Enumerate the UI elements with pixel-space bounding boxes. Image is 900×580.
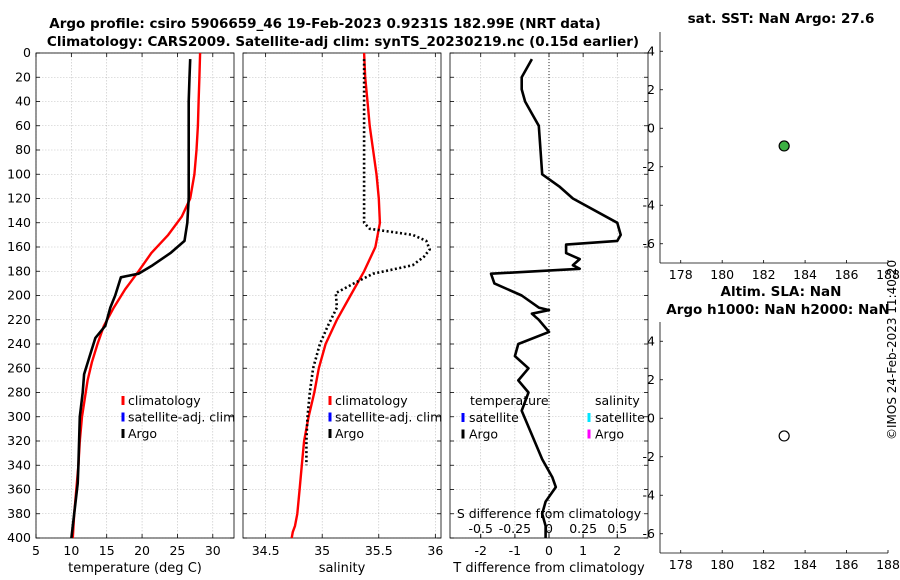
sla_inset-ytick-label: 2 xyxy=(647,372,655,387)
sst_inset-ytick-label: 2 xyxy=(647,82,655,97)
salinity-panel: 34.5 35 35.5 36 salinity climatology satellite… xyxy=(242,52,443,576)
temperature-legend-label: satellite-adj. clim xyxy=(128,410,235,425)
legend-salinity-label: satellite xyxy=(595,410,645,425)
sst_inset-xtick-label: 182 xyxy=(752,267,776,282)
sst_inset-xtick-label: 180 xyxy=(710,267,734,282)
difference-series-t-argo-climatology xyxy=(489,58,623,538)
depth-tick-label: 20 xyxy=(15,69,31,84)
sdiff-tick-label: 0.25 xyxy=(569,521,597,536)
sdiff-xlabel: S difference from climatology xyxy=(457,506,642,521)
sla_inset-xtick-label: 184 xyxy=(793,557,817,572)
depth-tick-label: 0 xyxy=(23,45,31,60)
sla_inset-ytick-label: 4 xyxy=(647,333,655,348)
salinity-legend-label: satellite-adj. clim xyxy=(335,410,442,425)
temperature-xtick-label: 25 xyxy=(169,543,185,558)
sla_inset-xtick-label: 182 xyxy=(752,557,776,572)
temperature-panel: 5 10 15 20 25 3002040608010012014016018020022… xyxy=(7,45,235,576)
sla_inset-xtick-label: 180 xyxy=(710,557,734,572)
depth-tick-label: 360 xyxy=(7,482,31,497)
figure-title-line2: Climatology: CARS2009. Satellite-adj cli… xyxy=(47,34,639,50)
temperature-xtick-label: 20 xyxy=(134,543,150,558)
temperature-xtick-label: 15 xyxy=(99,543,115,558)
salinity-legend-label: Argo xyxy=(335,426,364,441)
sst_inset-ytick-label: -4 xyxy=(643,197,656,212)
depth-tick-label: 220 xyxy=(7,312,31,327)
salinity-xtick-label: 36 xyxy=(427,543,443,558)
depth-tick-label: 120 xyxy=(7,191,31,206)
depth-tick-label: 240 xyxy=(7,336,31,351)
sla_inset-ytick-label: 0 xyxy=(647,410,655,425)
imos-watermark: ©IMOS 24-Feb-2023 11:40:20 xyxy=(885,260,899,440)
sla-inset-subtitle: Argo h1000: NaN h2000: NaN xyxy=(666,302,889,318)
sst_inset-xtick-label: 178 xyxy=(669,267,693,282)
depth-tick-label: 180 xyxy=(7,263,31,278)
sst-inset-title: sat. SST: NaN Argo: 27.6 xyxy=(688,11,875,27)
depth-tick-label: 200 xyxy=(7,288,31,303)
legend-salinity-label: Argo xyxy=(595,427,624,442)
depth-tick-label: 140 xyxy=(7,215,31,230)
sdiff-tick-label: -0.5 xyxy=(469,521,493,536)
figure-title-line1: Argo profile: csiro 5906659_46 19-Feb-20… xyxy=(49,16,600,32)
salinity-xtick-label: 34.5 xyxy=(252,543,280,558)
depth-tick-label: 400 xyxy=(7,530,31,545)
temperature-legend-label: climatology xyxy=(128,393,201,408)
temperature-xtick-label: 30 xyxy=(205,543,221,558)
legend-temperature-label: satellite xyxy=(469,410,519,425)
depth-tick-label: 40 xyxy=(15,94,31,109)
temperature-xtick-label: 10 xyxy=(63,543,79,558)
salinity-xtick-label: 35 xyxy=(314,543,330,558)
salinity-legend-label: climatology xyxy=(335,393,408,408)
salinity-series-climatology xyxy=(290,52,382,539)
temperature-series-argo xyxy=(70,59,192,539)
depth-tick-label: 60 xyxy=(15,118,31,133)
salinity-xtick-label: 35.5 xyxy=(365,543,393,558)
legend-temperature-heading: temperature xyxy=(470,393,549,408)
legend-temperature-label: Argo xyxy=(469,427,498,442)
sst_inset-panel: 178 180 182 184 186 188 -6 -4 -2 0 2 4 xyxy=(643,32,900,282)
sdiff-tick-label: -0.25 xyxy=(499,521,531,536)
difference-xtick-label: 2 xyxy=(613,543,621,558)
salinity-xlabel: salinity xyxy=(319,561,366,576)
sla_inset-xtick-label: 188 xyxy=(876,557,900,572)
temperature-legend-label: Argo xyxy=(128,426,157,441)
sst_inset-ytick-label: 4 xyxy=(647,43,655,58)
sla_inset-xtick-label: 178 xyxy=(669,557,693,572)
difference-xtick-label: 1 xyxy=(579,543,587,558)
difference-xtick-label: -2 xyxy=(474,543,486,558)
depth-tick-label: 100 xyxy=(7,166,31,181)
sla_inset-xtick-label: 186 xyxy=(835,557,859,572)
depth-tick-label: 320 xyxy=(7,433,31,448)
difference-xtick-label: -1 xyxy=(509,543,521,558)
depth-tick-label: 280 xyxy=(7,385,31,400)
temperature-xlabel: temperature (deg C) xyxy=(68,561,202,576)
difference-xtick-label: 0 xyxy=(545,543,553,558)
salinity-series-argo xyxy=(305,59,432,466)
sla_inset-ytick-label: -4 xyxy=(643,487,656,502)
depth-tick-label: 160 xyxy=(7,239,31,254)
depth-tick-label: 300 xyxy=(7,409,31,424)
sst_inset-xtick-label: 188 xyxy=(876,267,900,282)
sla_inset-panel: 178 180 182 184 186 188 -6 -4 -2 0 2 4 xyxy=(643,322,900,572)
sst_inset-ytick-label: -6 xyxy=(643,236,656,251)
depth-tick-label: 80 xyxy=(15,142,31,157)
sst_inset-ytick-label: 0 xyxy=(647,120,655,135)
sst_inset-xtick-label: 186 xyxy=(835,267,859,282)
depth-tick-label: 380 xyxy=(7,506,31,521)
depth-tick-label: 260 xyxy=(7,360,31,375)
legend-salinity-heading: salinity xyxy=(595,393,640,408)
sst_inset-ytick-label: -2 xyxy=(643,159,655,174)
sla_inset-ytick-label: -6 xyxy=(643,526,656,541)
temperature-xtick-label: 5 xyxy=(32,543,40,558)
sst_inset-xtick-label: 184 xyxy=(793,267,817,282)
depth-tick-label: 340 xyxy=(7,457,31,472)
sdiff-tick-label: 0 xyxy=(545,521,553,536)
sst_inset-point xyxy=(778,140,790,152)
sla-inset-title: Altim. SLA: NaN xyxy=(721,284,842,300)
sdiff-tick-label: 0.5 xyxy=(607,521,627,536)
difference-xlabel: T difference from climatology xyxy=(452,561,645,576)
sla_inset-ytick-label: -2 xyxy=(643,449,655,464)
difference-panel: -2 -1 0 1 2 T difference from climatology temp… xyxy=(449,52,649,576)
sla_inset-point xyxy=(778,430,790,442)
